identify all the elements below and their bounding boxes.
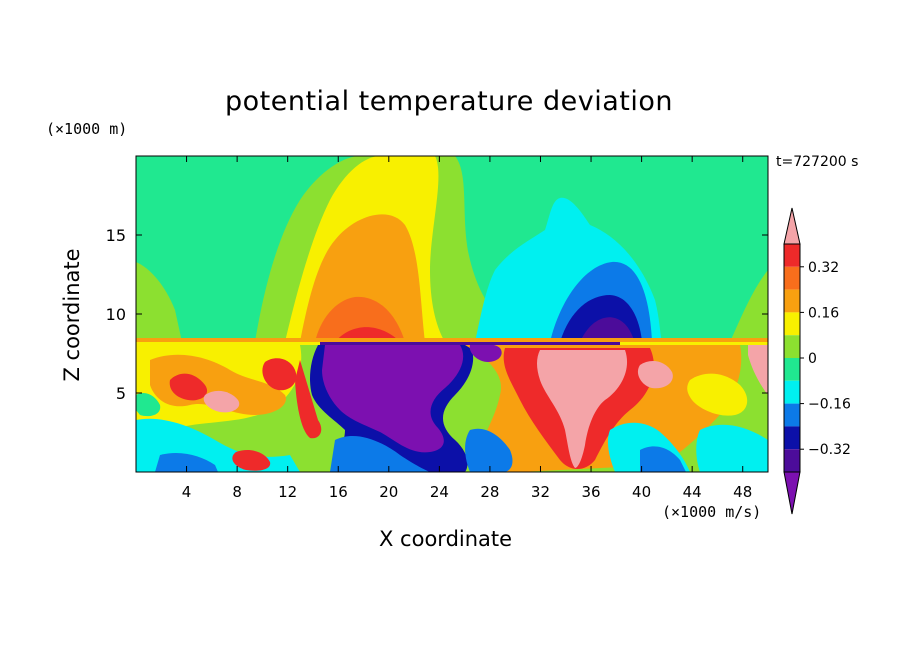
colorbar-segment [784, 244, 800, 267]
colorbar-segment [784, 289, 800, 313]
lower-right-yellow-edge [687, 373, 748, 416]
x-tick-label: 16 [329, 483, 348, 501]
colorbar-segment [784, 426, 800, 450]
colorbar-extend-top [783, 207, 801, 245]
lower-right-pink-small-1 [637, 360, 673, 389]
colorbar-segment [784, 266, 800, 290]
x-tick-label: 40 [632, 483, 651, 501]
x-tick-label: 12 [278, 483, 297, 501]
colorbar-label: −0.16 [808, 397, 851, 413]
lower-left-red-1 [169, 373, 208, 401]
x-tick-label: 24 [430, 483, 449, 501]
y-tick-label: 15 [106, 226, 126, 245]
x-tick-label: 20 [379, 483, 398, 501]
x-axis-unit: (×1000 m/s) [662, 503, 762, 521]
interface-band-orange [136, 338, 768, 343]
lower-mid-blue [330, 435, 430, 472]
lower-right-cyan-2 [696, 424, 768, 472]
y-axis-unit: (×1000 m) [46, 120, 128, 138]
time-label: t=727200 s [776, 154, 859, 170]
lower-right-pink-edge [748, 345, 768, 395]
region-indigo [580, 317, 635, 342]
x-axis-label: X coordinate [379, 527, 513, 551]
y-tick-label: 5 [116, 384, 126, 403]
x-tick-label: 44 [683, 483, 702, 501]
colorbar-segment [784, 358, 800, 381]
x-tick-label: 28 [480, 483, 499, 501]
colorbar-label: −0.32 [808, 442, 851, 458]
colorbar-segment [784, 335, 800, 358]
colorbar: 0.32 0.16 0 −0.16 −0.32 [783, 207, 851, 515]
y-axis-ticks: 5 10 15 [106, 226, 768, 403]
lower-right-violet [469, 343, 502, 362]
lower-mid-violet [322, 345, 464, 453]
contour-field [136, 156, 768, 472]
lower-left-red-3 [232, 450, 271, 471]
lower-left-blue [155, 453, 218, 472]
lower-left-pink [203, 390, 240, 413]
lower-right-blue-2 [465, 428, 513, 472]
colorbar-label: 0.32 [808, 260, 839, 276]
x-tick-label: 32 [531, 483, 550, 501]
colorbar-segment [784, 380, 800, 404]
region-orange-light [300, 214, 425, 342]
chart-title: potential temperature deviation [225, 86, 673, 117]
colorbar-segment [784, 449, 800, 472]
interface-band-dark [320, 342, 620, 345]
x-tick-label: 8 [232, 483, 242, 501]
y-tick-label: 10 [106, 305, 126, 324]
x-tick-label: 36 [581, 483, 600, 501]
colorbar-extend-bottom [783, 471, 801, 515]
region-light-green-right [730, 270, 768, 342]
lower-left-red-2 [262, 358, 297, 391]
x-axis-ticks: 4 8 12 16 20 24 28 32 36 40 44 48 [182, 156, 752, 501]
x-tick-label: 4 [182, 483, 192, 501]
lower-mid-red [295, 360, 322, 439]
region-light-green-far-left [136, 262, 182, 342]
colorbar-label: 0.16 [808, 305, 839, 321]
colorbar-segment [784, 312, 800, 336]
lower-right-pink [537, 350, 628, 468]
x-tick-label: 48 [733, 483, 752, 501]
lower-left-green [136, 393, 161, 417]
colorbar-segment [784, 403, 800, 427]
lower-right-blue [640, 446, 686, 472]
colorbar-label: 0 [808, 351, 817, 367]
lower-left-orange [150, 354, 286, 415]
